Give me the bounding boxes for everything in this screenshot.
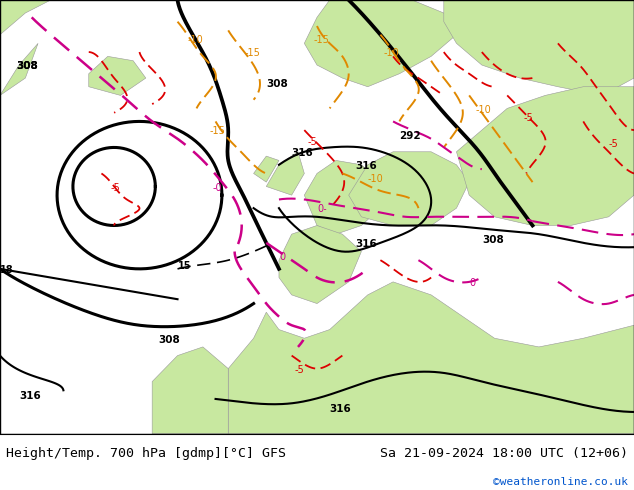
Text: 292: 292	[399, 131, 421, 141]
Polygon shape	[89, 56, 146, 96]
Text: -5: -5	[523, 113, 533, 123]
Text: 316: 316	[355, 239, 377, 249]
Text: 0: 0	[469, 278, 476, 288]
Text: 18: 18	[0, 265, 13, 275]
Polygon shape	[228, 282, 634, 434]
Text: -0: -0	[212, 183, 222, 193]
Text: -5: -5	[609, 140, 618, 149]
Polygon shape	[0, 44, 38, 96]
Text: 15: 15	[178, 261, 191, 271]
Text: -15: -15	[209, 126, 225, 136]
Polygon shape	[349, 152, 469, 225]
Text: 308: 308	[16, 61, 37, 72]
Text: 316: 316	[292, 148, 313, 158]
Text: Height/Temp. 700 hPa [gdmp][°C] GFS: Height/Temp. 700 hPa [gdmp][°C] GFS	[6, 447, 287, 460]
Text: -15: -15	[314, 35, 330, 46]
Text: -10: -10	[476, 105, 491, 115]
Text: -5: -5	[295, 365, 304, 375]
Text: -10: -10	[384, 49, 399, 58]
Polygon shape	[0, 0, 51, 35]
Text: -5: -5	[111, 183, 120, 193]
Polygon shape	[444, 0, 634, 96]
Text: -15: -15	[244, 49, 260, 58]
Text: 308: 308	[158, 335, 180, 344]
Text: -5: -5	[307, 137, 317, 147]
Text: 0-: 0-	[317, 204, 327, 215]
Polygon shape	[266, 152, 304, 195]
Text: -10: -10	[368, 174, 384, 184]
Polygon shape	[456, 87, 634, 225]
Polygon shape	[279, 225, 361, 304]
Text: 308: 308	[266, 79, 288, 89]
Text: 308: 308	[482, 235, 503, 245]
Text: Sa 21-09-2024 18:00 UTC (12+06): Sa 21-09-2024 18:00 UTC (12+06)	[380, 447, 628, 460]
Polygon shape	[304, 0, 456, 87]
Text: 316: 316	[355, 161, 377, 171]
Polygon shape	[304, 160, 380, 234]
Text: ©weatheronline.co.uk: ©weatheronline.co.uk	[493, 477, 628, 487]
Text: 316: 316	[19, 391, 41, 401]
Text: 0: 0	[279, 252, 285, 262]
Polygon shape	[254, 156, 279, 182]
Polygon shape	[152, 347, 228, 434]
Text: 316: 316	[330, 404, 351, 414]
Text: -10: -10	[187, 35, 203, 46]
Text: 308: 308	[16, 61, 37, 72]
